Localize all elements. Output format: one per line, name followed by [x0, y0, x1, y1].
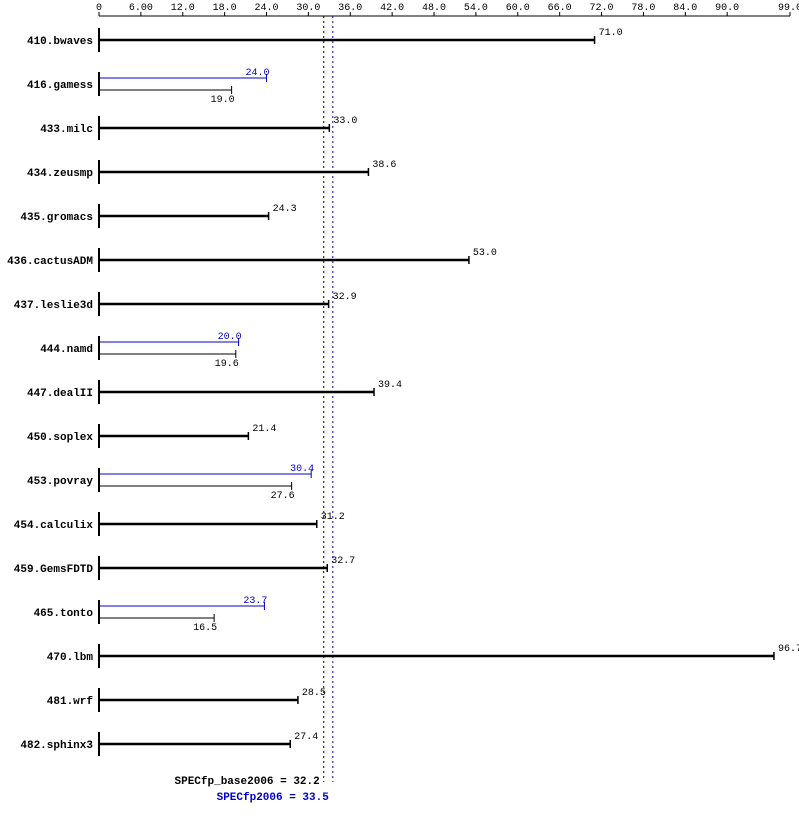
axis-tick-label: 90.0 — [715, 3, 739, 14]
axis-tick-label: 99.0 — [778, 3, 799, 14]
summary-base-label: SPECfp_base2006 = 32.2 — [175, 776, 320, 788]
benchmark-label: 447.dealII — [27, 388, 93, 400]
benchmark-label: 433.milc — [40, 124, 93, 136]
axis-tick-label: 78.0 — [631, 3, 655, 14]
axis-tick-label: 66.0 — [548, 3, 572, 14]
benchmark-label: 410.bwaves — [27, 36, 93, 48]
base-value-label: 96.7 — [778, 644, 799, 655]
axis-tick-label: 84.0 — [673, 3, 697, 14]
base-value-label: 32.9 — [333, 292, 357, 303]
base-value-label: 27.6 — [271, 491, 295, 502]
spec-chart: 0 6.00 12.0 18.0 24.0 30.0 36.0 42.0 48.0 54.0 60.… — [0, 0, 799, 831]
benchmark-label: 416.gamess — [27, 80, 93, 92]
axis-tick-label: 42.0 — [380, 3, 404, 14]
base-value-label: 19.6 — [215, 359, 239, 370]
axis-tick-label: 24.0 — [255, 3, 279, 14]
base-value-label: 28.5 — [302, 688, 326, 699]
base-value-label: 33.0 — [333, 116, 357, 127]
base-value-label: 39.4 — [378, 380, 402, 391]
base-value-label: 71.0 — [599, 28, 623, 39]
base-value-label: 27.4 — [294, 732, 318, 743]
peak-value-label: 20.0 — [218, 332, 242, 343]
axis-tick-label: 54.0 — [464, 3, 488, 14]
peak-value-label: 24.0 — [245, 68, 269, 79]
axis-tick-label: 36.0 — [338, 3, 362, 14]
axis-tick-label: 60.0 — [506, 3, 530, 14]
benchmark-label: 444.namd — [40, 344, 93, 356]
benchmark-label: 437.leslie3d — [14, 300, 93, 312]
axis-tick-label: 18.0 — [213, 3, 237, 14]
benchmark-label: 465.tonto — [34, 608, 94, 620]
base-value-label: 19.0 — [211, 95, 235, 106]
axis-tick-label: 72.0 — [590, 3, 614, 14]
axis-tick-label: 48.0 — [422, 3, 446, 14]
base-value-label: 32.7 — [331, 556, 355, 567]
axis-tick-label: 12.0 — [171, 3, 195, 14]
base-value-label: 21.4 — [252, 424, 276, 435]
base-value-label: 31.2 — [321, 512, 345, 523]
benchmark-label: 435.gromacs — [20, 212, 93, 224]
axis-tick-label: 6.00 — [129, 3, 153, 14]
benchmark-label: 454.calculix — [14, 520, 94, 532]
base-value-label: 53.0 — [473, 248, 497, 259]
peak-value-label: 30.4 — [290, 464, 314, 475]
benchmark-label: 482.sphinx3 — [20, 740, 93, 752]
benchmark-label: 436.cactusADM — [7, 256, 93, 268]
axis-tick-label: 0 — [96, 3, 102, 14]
peak-value-label: 23.7 — [243, 596, 267, 607]
base-value-label: 24.3 — [273, 204, 297, 215]
axis-tick-label: 30.0 — [296, 3, 320, 14]
benchmark-label: 450.soplex — [27, 432, 93, 444]
summary-peak-label: SPECfp2006 = 33.5 — [217, 792, 330, 804]
benchmark-label: 453.povray — [27, 476, 93, 488]
base-value-label: 16.5 — [193, 623, 217, 634]
base-value-label: 38.6 — [372, 160, 396, 171]
benchmark-label: 481.wrf — [47, 696, 94, 708]
benchmark-label: 459.GemsFDTD — [14, 564, 94, 576]
benchmark-label: 470.lbm — [47, 652, 94, 664]
benchmark-label: 434.zeusmp — [27, 168, 93, 180]
